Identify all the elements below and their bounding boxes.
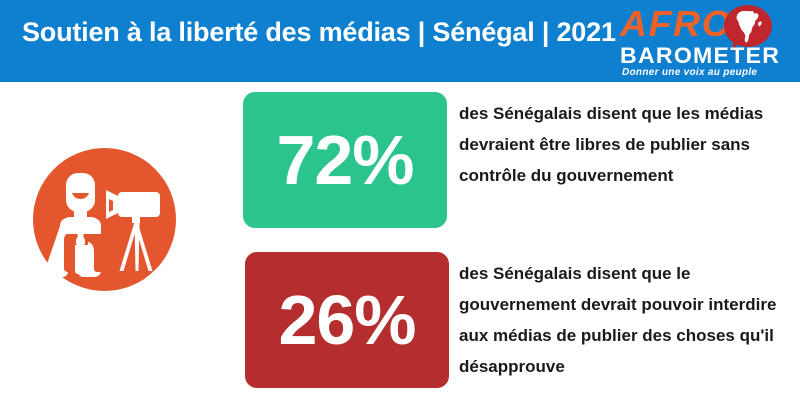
header-banner: Soutien à la liberté des médias | Sénéga… [0,0,800,82]
logo-tagline: Donner une voix au peuple [622,67,758,78]
africa-map-icon [736,11,762,43]
afrobarometer-logo: AFRO BAROMETER Donner une voix au peuple [614,4,782,80]
stat-box-media-freedom: 72% [243,92,447,228]
stat-percent-value: 72% [276,121,414,199]
journalist-camera-glyph [45,173,160,277]
journalist-camera-icon [33,148,176,291]
stat-box-government-control: 26% [245,252,449,388]
stat-description-media-freedom: des Sénégalais disent que les médias dev… [459,104,764,185]
stat-percent-value: 26% [278,281,416,359]
stat-description-government-control: des Sénégalais disent que le gouvernemen… [459,264,777,376]
logo-barometer-wordmark: BAROMETER [620,43,781,68]
page-title: Soutien à la liberté des médias | Sénéga… [22,17,616,47]
logo-afro-wordmark: AFRO [620,3,733,44]
speech-bubble-icon [724,5,776,55]
